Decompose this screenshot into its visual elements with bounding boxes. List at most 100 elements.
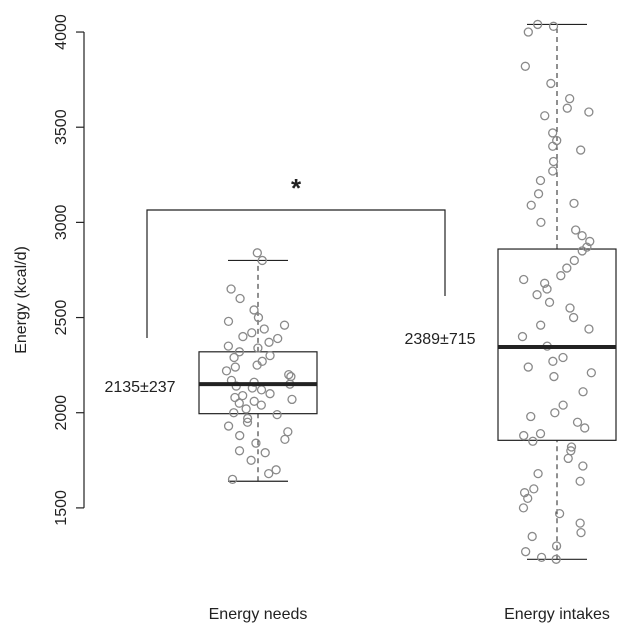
data-point <box>575 518 585 528</box>
data-point <box>259 324 269 334</box>
data-point <box>565 94 575 104</box>
data-point <box>226 284 236 294</box>
data-point <box>242 417 253 427</box>
data-point <box>517 331 528 342</box>
data-point <box>566 442 577 452</box>
data-point <box>548 128 558 138</box>
data-point <box>242 413 253 424</box>
y-tick-label: 3000 <box>53 204 70 240</box>
data-point <box>548 141 558 151</box>
data-point <box>241 404 251 414</box>
data-point <box>249 305 259 315</box>
data-point <box>586 368 596 378</box>
data-point <box>230 362 240 372</box>
data-point <box>283 427 293 437</box>
data-point <box>252 360 262 370</box>
data-point <box>565 303 575 313</box>
y-tick-label: 3500 <box>53 109 70 145</box>
data-point <box>569 198 579 208</box>
data-point <box>536 217 546 228</box>
data-point <box>519 430 529 441</box>
data-point <box>251 438 261 448</box>
data-point <box>585 236 595 247</box>
data-point <box>229 408 239 418</box>
data-point <box>562 263 572 273</box>
data-point <box>265 389 275 399</box>
data-point <box>221 366 232 376</box>
data-point <box>286 371 296 382</box>
data-point <box>523 27 533 37</box>
data-point <box>558 400 568 410</box>
data-point <box>556 271 566 281</box>
data-point <box>260 448 270 458</box>
data-point <box>536 320 546 330</box>
data-point <box>576 145 586 155</box>
data-point <box>234 398 244 408</box>
data-point <box>578 387 588 397</box>
data-point <box>279 320 290 330</box>
data-point <box>264 468 274 479</box>
data-point <box>580 423 590 433</box>
data-point <box>533 189 544 199</box>
y-tick-label: 2000 <box>53 395 70 431</box>
y-axis-label: Energy (kcal/d) <box>13 246 30 354</box>
data-point <box>549 371 559 382</box>
data-point <box>577 231 587 241</box>
x-tick-label: Energy needs <box>209 606 308 623</box>
data-point <box>575 476 585 486</box>
data-point <box>550 408 560 418</box>
data-point <box>523 362 533 372</box>
data-point <box>584 107 594 117</box>
data-point <box>527 531 537 542</box>
data-point <box>284 370 294 380</box>
data-point <box>548 356 558 366</box>
data-point <box>271 465 281 475</box>
data-point <box>548 156 559 167</box>
data-point <box>546 78 556 89</box>
data-point <box>533 468 543 479</box>
data-point <box>264 337 274 347</box>
data-point <box>253 312 264 323</box>
data-point <box>584 324 594 334</box>
y-tick-label: 4000 <box>53 14 70 50</box>
significance-bracket <box>146 209 446 338</box>
y-tick-label: 1500 <box>53 490 70 526</box>
x-tick-label: Energy intakes <box>504 606 610 623</box>
data-point <box>577 246 587 256</box>
data-point <box>526 200 536 210</box>
data-point <box>562 103 572 113</box>
data-point <box>551 541 562 551</box>
data-point <box>523 493 533 504</box>
data-point <box>256 400 266 410</box>
data-point <box>273 333 283 344</box>
data-point <box>520 61 530 71</box>
data-point <box>540 278 550 288</box>
significance-mark: * <box>291 173 302 203</box>
data-point <box>238 390 248 401</box>
data-point <box>253 343 263 353</box>
data-point <box>280 434 290 445</box>
data-point <box>287 394 297 405</box>
data-point <box>533 19 543 30</box>
data-point <box>223 316 234 327</box>
data-point <box>249 396 259 406</box>
annotation: 2389±715 <box>404 331 475 348</box>
data-point <box>234 347 245 357</box>
data-point <box>230 392 240 403</box>
data-point <box>246 455 256 465</box>
box <box>497 248 617 441</box>
data-point <box>234 446 245 456</box>
data-point <box>558 352 568 363</box>
data-point <box>535 175 546 186</box>
data-point <box>235 293 245 304</box>
data-point <box>551 554 561 564</box>
data-point <box>256 385 267 395</box>
data-point <box>568 312 579 323</box>
data-point <box>272 409 282 420</box>
data-point <box>571 225 581 235</box>
data-point <box>548 21 559 31</box>
data-point <box>528 436 538 446</box>
data-point <box>520 547 531 557</box>
data-point <box>563 453 573 464</box>
